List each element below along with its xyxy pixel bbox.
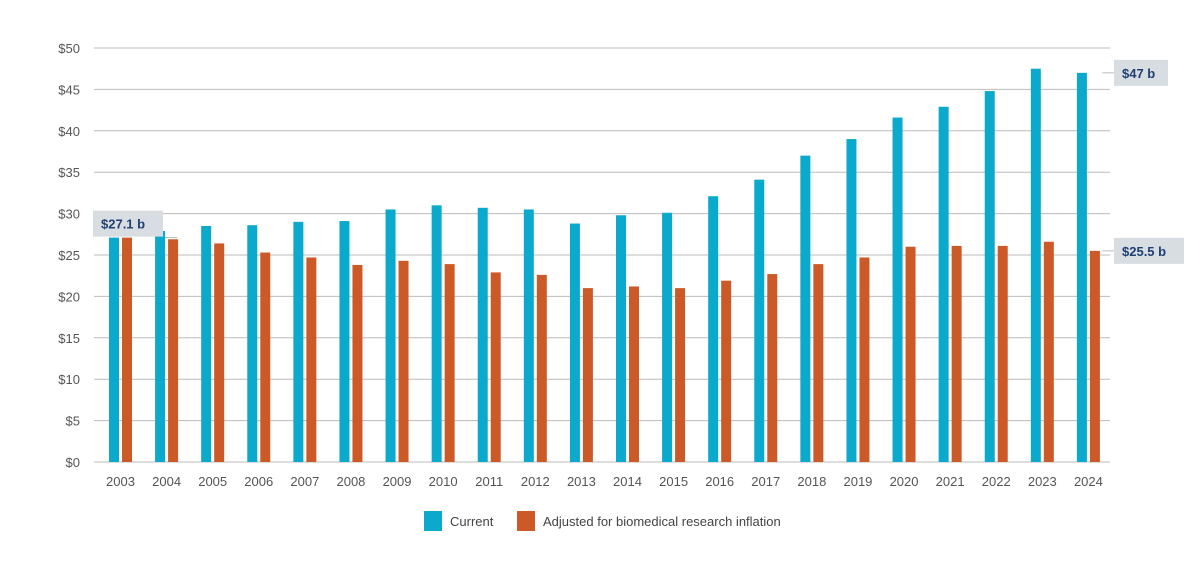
bars xyxy=(109,68,1100,463)
bar-adjusted-2012 xyxy=(536,274,547,462)
x-tick-label: 2008 xyxy=(336,474,365,489)
bar-current-2020 xyxy=(892,117,903,462)
x-tick-label: 2007 xyxy=(290,474,319,489)
y-axis-ticks: $0 $5 $10 $15 $20 $25 $30 $35 $40 $45 $50 xyxy=(58,41,80,470)
y-tick-label: $50 xyxy=(58,41,80,56)
bar-adjusted-2016 xyxy=(721,280,732,462)
bar-adjusted-2023 xyxy=(1043,241,1054,462)
x-tick-label: 2003 xyxy=(106,474,135,489)
y-tick-label: $25 xyxy=(58,248,80,263)
x-tick-label: 2011 xyxy=(475,474,503,489)
bar-adjusted-2011 xyxy=(490,272,501,462)
x-tick-label: 2018 xyxy=(797,474,826,489)
bar-adjusted-2013 xyxy=(582,288,593,462)
bar-current-2018 xyxy=(800,155,811,462)
y-tick-label: $10 xyxy=(58,372,80,387)
bar-current-2004 xyxy=(155,230,166,462)
bar-adjusted-2020 xyxy=(905,246,916,462)
callout-label: $27.1 b xyxy=(101,217,145,232)
legend: Current Adjusted for biomedical research … xyxy=(424,511,781,531)
bar-current-2021 xyxy=(938,106,949,463)
bar-current-2006 xyxy=(247,225,258,462)
y-tick-label: $30 xyxy=(58,207,80,222)
x-tick-label: 2012 xyxy=(521,474,550,489)
bar-current-2014 xyxy=(616,215,626,462)
callout-label: $47 b xyxy=(1122,66,1155,81)
bar-adjusted-2017 xyxy=(767,274,778,462)
x-tick-label: 2005 xyxy=(198,474,227,489)
callout-box xyxy=(93,210,163,237)
bar-current-2008 xyxy=(339,221,350,462)
bar-adjusted-2008 xyxy=(352,264,363,462)
bar-current-2003 xyxy=(109,237,119,462)
bar-adjusted-2006 xyxy=(260,252,271,462)
y-tick-label: $45 xyxy=(58,82,80,97)
bar-current-2009 xyxy=(385,209,396,462)
bar-current-2007 xyxy=(293,221,304,462)
bar-adjusted-2014 xyxy=(629,286,639,462)
x-tick-label: 2019 xyxy=(843,474,872,489)
x-tick-label: 2009 xyxy=(383,474,412,489)
x-tick-label: 2022 xyxy=(982,474,1011,489)
bar-adjusted-2022 xyxy=(997,245,1008,462)
x-axis-ticks: 2003 2004 2005 2006 2007 2008 2009 2010 2011 2012… xyxy=(106,474,1103,489)
x-tick-label: 2013 xyxy=(567,474,596,489)
bar-adjusted-2019 xyxy=(859,257,870,462)
bar-current-2022 xyxy=(984,91,995,462)
bar-current-2019 xyxy=(846,139,857,462)
x-tick-label: 2015 xyxy=(659,474,688,489)
x-tick-label: 2020 xyxy=(890,474,919,489)
callouts: $27.1 b $47 b $25.5 b xyxy=(93,59,1184,264)
y-tick-label: $0 xyxy=(66,455,80,470)
bar-adjusted-2005 xyxy=(214,243,225,462)
x-tick-label: 2021 xyxy=(936,474,965,489)
y-tick-label: $40 xyxy=(58,124,80,139)
bar-adjusted-2010 xyxy=(444,264,455,462)
legend-swatch xyxy=(424,511,442,531)
bar-adjusted-2015 xyxy=(675,288,686,462)
bar-adjusted-2021 xyxy=(951,245,962,462)
bar-current-2005 xyxy=(201,226,212,462)
bar-adjusted-2003 xyxy=(122,237,132,462)
x-tick-label: 2010 xyxy=(429,474,458,489)
x-tick-label: 2024 xyxy=(1074,474,1103,489)
bar-current-2023 xyxy=(1030,68,1041,462)
legend-label: Current xyxy=(450,514,494,529)
bar-current-2016 xyxy=(708,196,719,462)
bar-adjusted-2009 xyxy=(398,260,409,462)
bar-adjusted-2024 xyxy=(1089,250,1100,462)
callout-box xyxy=(1114,59,1168,86)
y-tick-label: $15 xyxy=(58,331,80,346)
x-tick-label: 2014 xyxy=(613,474,642,489)
bar-current-2010 xyxy=(431,205,442,462)
bar-adjusted-2018 xyxy=(813,264,824,462)
bar-current-2017 xyxy=(754,179,765,463)
y-tick-label: $20 xyxy=(58,289,80,304)
x-tick-label: 2006 xyxy=(244,474,273,489)
callout-label: $25.5 b xyxy=(1122,244,1166,259)
legend-label: Adjusted for biomedical research inflati… xyxy=(543,514,781,529)
bar-adjusted-2004 xyxy=(168,239,179,462)
y-tick-label: $5 xyxy=(66,414,80,429)
bar-current-2011 xyxy=(477,207,488,462)
x-tick-label: 2004 xyxy=(152,474,181,489)
x-tick-label: 2016 xyxy=(705,474,734,489)
bar-current-2012 xyxy=(523,209,534,462)
bar-current-2013 xyxy=(569,223,580,462)
y-tick-label: $35 xyxy=(58,165,80,180)
bar-current-2015 xyxy=(662,212,673,462)
legend-swatch xyxy=(517,511,535,531)
callout-box xyxy=(1114,237,1184,264)
bar-adjusted-2007 xyxy=(306,257,317,462)
bar-current-2024 xyxy=(1076,72,1087,462)
callout-leaders xyxy=(163,72,1114,252)
x-tick-label: 2017 xyxy=(751,474,780,489)
x-tick-label: 2023 xyxy=(1028,474,1057,489)
